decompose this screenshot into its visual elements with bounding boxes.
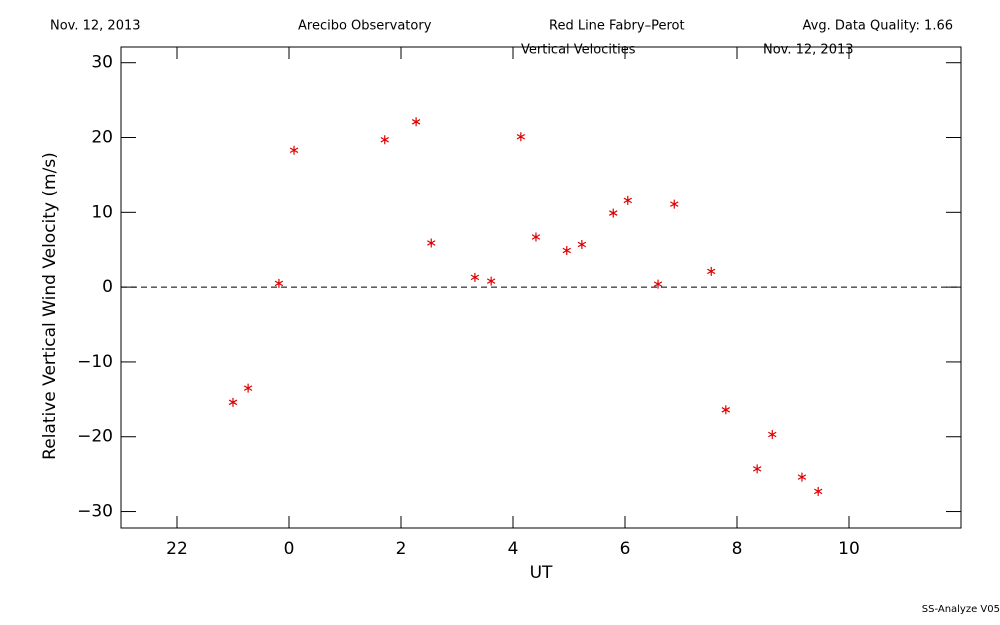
data-point — [470, 272, 480, 282]
header-text: Arecibo Observatory — [298, 19, 432, 34]
chart-subtitle: Nov. 12, 2013 — [763, 43, 854, 58]
data-point — [797, 472, 807, 482]
data-point — [562, 245, 571, 255]
x-tick-label: 10 — [838, 539, 860, 559]
data-point — [670, 199, 679, 209]
y-tick-label: −30 — [77, 502, 113, 522]
data-point — [516, 132, 526, 142]
data-point — [380, 135, 389, 145]
data-point — [486, 276, 496, 286]
data-point — [274, 278, 284, 288]
data-point — [531, 232, 541, 242]
y-tick-label: 10 — [91, 202, 113, 222]
x-tick-label: 6 — [620, 539, 631, 559]
data-point — [653, 279, 663, 289]
data-point — [707, 266, 716, 276]
header-text: Red Line Fabry–Perot — [549, 19, 685, 34]
data-point — [411, 117, 421, 127]
x-tick-label: 4 — [508, 539, 519, 559]
x-axis-label: UT — [530, 563, 553, 583]
data-point — [577, 239, 587, 249]
data-point — [289, 145, 299, 155]
y-tick-label: 20 — [91, 128, 113, 148]
data-point — [752, 464, 762, 474]
x-tick-label: 0 — [284, 539, 295, 559]
data-point — [243, 383, 253, 393]
x-tick-label: 22 — [166, 539, 188, 559]
data-point — [623, 195, 633, 205]
y-tick-label: −20 — [77, 427, 113, 447]
data-point — [813, 486, 823, 496]
y-tick-label: 0 — [102, 277, 113, 297]
data-point — [609, 208, 618, 218]
header-text: Nov. 12, 2013 — [50, 19, 141, 34]
header-text: Avg. Data Quality: 1.66 — [803, 19, 953, 34]
x-tick-label: 2 — [396, 539, 407, 559]
y-tick-label: −10 — [77, 352, 113, 372]
data-point — [768, 429, 777, 439]
data-point — [228, 397, 238, 407]
y-axis-label: Relative Vertical Wind Velocity (m/s) — [40, 152, 60, 460]
footer: SS-Analyze V05 — [922, 604, 1000, 615]
y-tick-label: 30 — [91, 53, 113, 73]
x-tick-label: 8 — [732, 539, 743, 559]
data-point — [427, 238, 436, 248]
data-point — [721, 405, 731, 415]
chart-title: Vertical Velocities — [521, 43, 636, 58]
